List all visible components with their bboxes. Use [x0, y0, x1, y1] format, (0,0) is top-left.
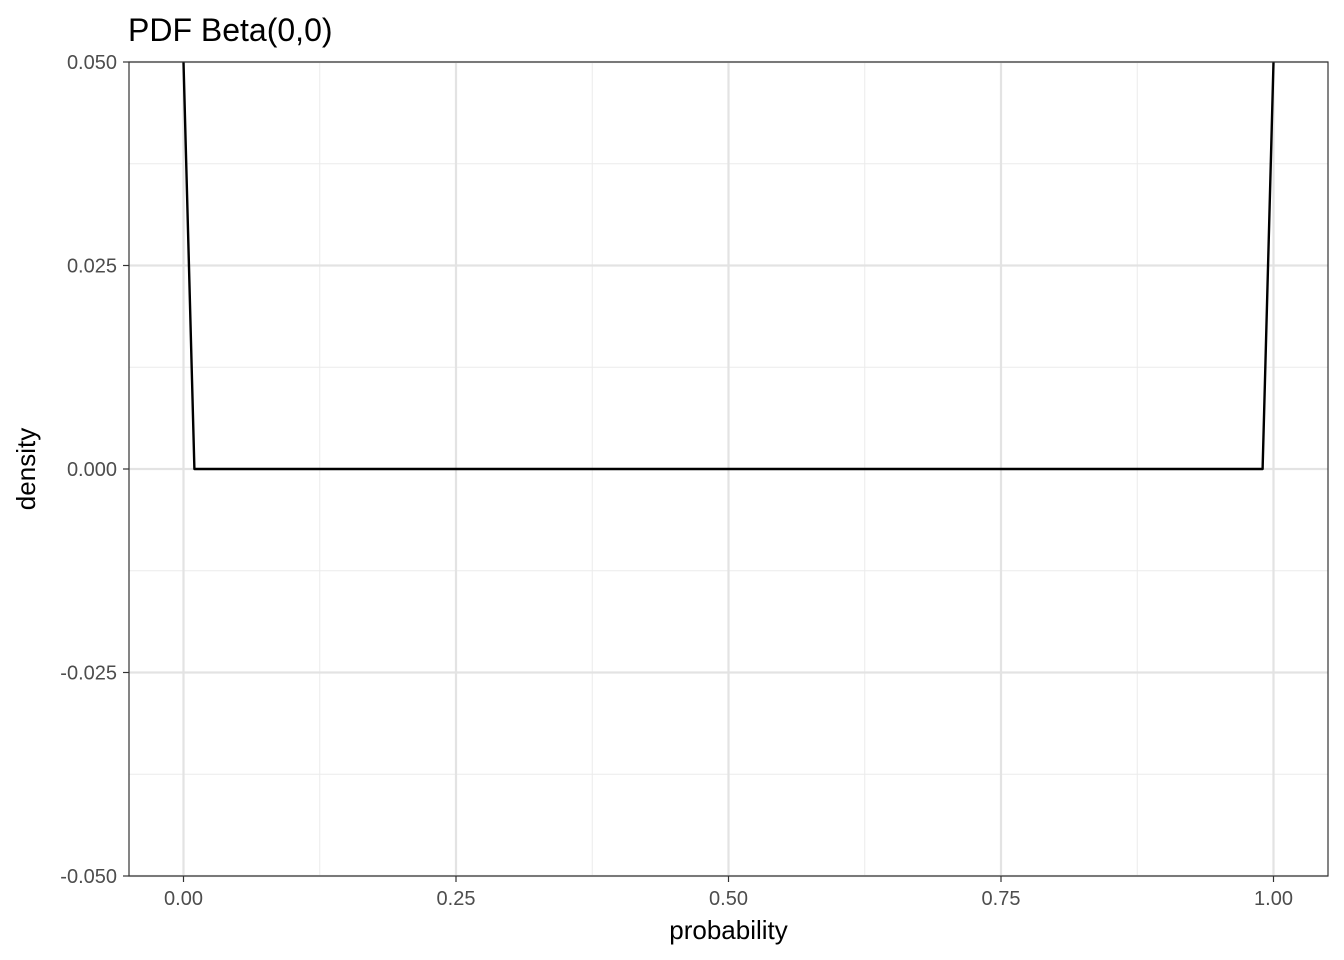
- chart-title: PDF Beta(0,0): [128, 12, 333, 48]
- y-axis: -0.050 -0.025 0.000 0.025 0.050: [60, 52, 129, 888]
- y-tick-label: -0.050: [60, 866, 117, 888]
- series-layer: [182, 61, 1275, 471]
- y-tick-label: 0.000: [67, 459, 117, 481]
- x-tick-label: 0.00: [164, 888, 203, 910]
- x-tick-label: 0.25: [437, 888, 476, 910]
- x-axis-label: probability: [669, 915, 788, 945]
- x-axis: 0.00 0.25 0.50 0.75 1.00: [164, 876, 1293, 910]
- y-tick-label: -0.025: [60, 663, 117, 685]
- y-tick-label: 0.025: [67, 256, 117, 278]
- y-axis-label: density: [11, 428, 41, 510]
- x-tick-label: 1.00: [1254, 888, 1293, 910]
- series-line: [182, 61, 1275, 471]
- x-tick-label: 0.50: [709, 888, 748, 910]
- y-tick-label: 0.050: [67, 52, 117, 74]
- x-tick-label: 0.75: [982, 888, 1021, 910]
